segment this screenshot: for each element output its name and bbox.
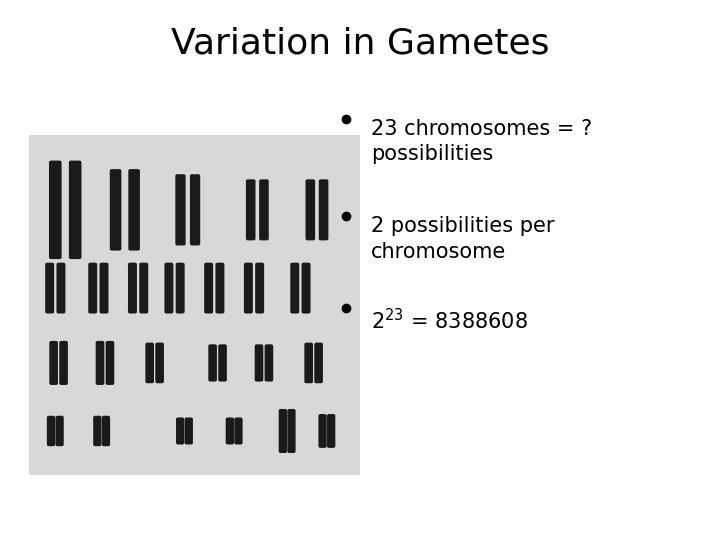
Text: 2 possibilities per
chromosome: 2 possibilities per chromosome <box>371 216 554 261</box>
FancyBboxPatch shape <box>93 416 102 446</box>
FancyBboxPatch shape <box>89 262 97 314</box>
FancyBboxPatch shape <box>69 160 81 259</box>
FancyBboxPatch shape <box>56 262 66 314</box>
FancyBboxPatch shape <box>255 345 264 382</box>
FancyBboxPatch shape <box>208 345 217 382</box>
FancyBboxPatch shape <box>102 416 110 446</box>
FancyBboxPatch shape <box>99 262 109 314</box>
FancyBboxPatch shape <box>106 341 114 385</box>
Text: 23 chromosomes = ?
possibilities: 23 chromosomes = ? possibilities <box>371 119 592 164</box>
FancyBboxPatch shape <box>190 174 200 246</box>
FancyBboxPatch shape <box>128 169 140 251</box>
FancyBboxPatch shape <box>265 345 273 382</box>
Text: Variation in Gametes: Variation in Gametes <box>171 27 549 61</box>
FancyBboxPatch shape <box>218 345 227 382</box>
FancyBboxPatch shape <box>176 174 186 246</box>
FancyBboxPatch shape <box>305 179 315 240</box>
Bar <box>29 135 360 475</box>
FancyBboxPatch shape <box>139 262 148 314</box>
FancyBboxPatch shape <box>128 262 137 314</box>
FancyBboxPatch shape <box>327 414 336 448</box>
FancyBboxPatch shape <box>156 342 164 383</box>
FancyBboxPatch shape <box>234 417 243 444</box>
FancyBboxPatch shape <box>176 262 184 314</box>
FancyBboxPatch shape <box>287 409 296 453</box>
FancyBboxPatch shape <box>49 160 62 259</box>
FancyBboxPatch shape <box>109 169 122 251</box>
FancyBboxPatch shape <box>47 416 55 446</box>
FancyBboxPatch shape <box>45 262 54 314</box>
FancyBboxPatch shape <box>255 262 264 314</box>
FancyBboxPatch shape <box>305 342 313 383</box>
FancyBboxPatch shape <box>176 417 184 444</box>
FancyBboxPatch shape <box>184 417 193 444</box>
FancyBboxPatch shape <box>319 179 328 240</box>
FancyBboxPatch shape <box>244 262 253 314</box>
FancyBboxPatch shape <box>215 262 225 314</box>
FancyBboxPatch shape <box>96 341 104 385</box>
FancyBboxPatch shape <box>246 179 256 240</box>
FancyBboxPatch shape <box>259 179 269 240</box>
FancyBboxPatch shape <box>315 342 323 383</box>
FancyBboxPatch shape <box>55 416 64 446</box>
Text: $2^{23}$ = 8388608: $2^{23}$ = 8388608 <box>371 308 528 333</box>
FancyBboxPatch shape <box>50 341 58 385</box>
FancyBboxPatch shape <box>225 417 234 444</box>
FancyBboxPatch shape <box>164 262 174 314</box>
FancyBboxPatch shape <box>290 262 300 314</box>
FancyBboxPatch shape <box>59 341 68 385</box>
FancyBboxPatch shape <box>279 409 287 453</box>
FancyBboxPatch shape <box>145 342 154 383</box>
FancyBboxPatch shape <box>302 262 310 314</box>
FancyBboxPatch shape <box>318 414 327 448</box>
FancyBboxPatch shape <box>204 262 213 314</box>
